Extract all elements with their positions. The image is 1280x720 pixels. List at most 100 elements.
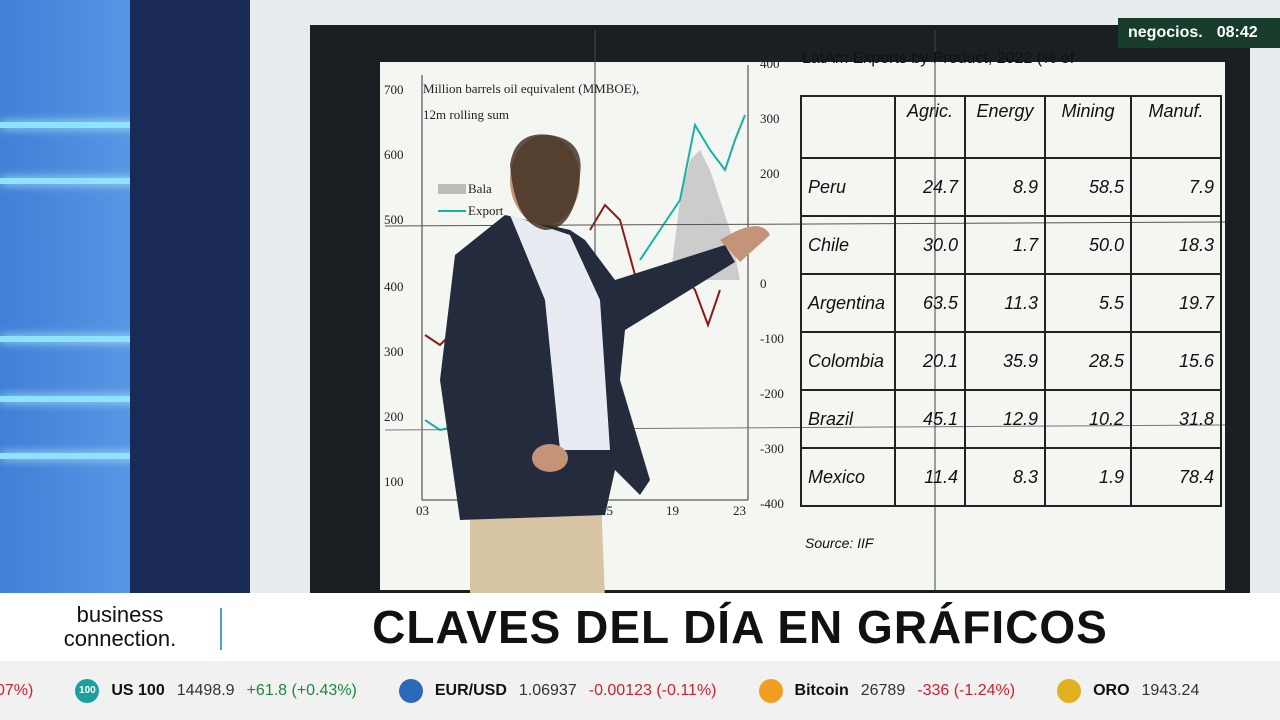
value-cell: 19.7 [1130,273,1222,333]
table-row: Peru 24.7 8.9 58.5 7.9 [800,157,1222,217]
presenter-hair [510,134,581,230]
brand: business connection. [40,603,200,651]
ticker-change: 07%) [0,681,34,699]
row-label: Brazil [800,389,896,449]
table-row: Brazil 45.1 12.9 10.2 31.8 [800,389,1222,449]
channel-badge: negocios. 08:42 [1118,18,1280,48]
value-cell: 1.7 [964,215,1046,275]
y-tick-label: 600 [384,147,404,162]
value-cell: 1.9 [1044,447,1132,507]
header-cell: Mining [1044,95,1132,159]
data-table: Agric. Energy Mining Manuf. Peru 24.7 8.9 58.5 7… [800,95,1222,507]
channel-name: negocios. [1128,24,1203,41]
value-cell: 11.3 [964,273,1046,333]
ticker-name: US 100 [111,681,165,699]
row-label: Chile [800,215,896,275]
table-title: LatAm Exports by Product, 2022 (% of [802,50,1075,67]
value-cell: 12.9 [964,389,1046,449]
table-row: Chile 30.0 1.7 50.0 18.3 [800,215,1222,275]
table-row: Mexico 11.4 8.3 1.9 78.4 [800,447,1222,507]
led-strip [0,336,160,342]
value-cell: 35.9 [964,331,1046,391]
header-cell: Manuf. [1130,95,1222,159]
value-cell: 11.4 [894,447,966,507]
y2-tick-label: -200 [760,386,784,401]
y2-tick-label: -300 [760,441,784,456]
value-cell: 8.3 [964,447,1046,507]
y2-tick-label: -100 [760,331,784,346]
value-cell: 10.2 [1044,389,1132,449]
axis-label: 12m rolling sum [423,107,509,122]
ticker-value: 1.06937 [518,681,577,699]
value-cell: 20.1 [894,331,966,391]
headline: CLAVES DEL DÍA EN GRÁFICOS [372,601,1108,653]
pillar [130,0,250,595]
ticker-name: EUR/USD [434,681,507,699]
value-cell: 5.5 [1044,273,1132,333]
value-cell: 28.5 [1044,331,1132,391]
value-cell: 31.8 [1130,389,1222,449]
value-cell: 30.0 [894,215,966,275]
ticker-name: Bitcoin [794,681,849,699]
led-strip [0,396,150,402]
ticker-icon: 100 [75,678,100,703]
value-cell: 7.9 [1130,157,1222,217]
screen-chart: Million barrels oil equivalent (MMBOE), … [384,30,1226,600]
row-label: Peru [800,157,896,217]
value-cell: 8.9 [964,157,1046,217]
value-cell: 45.1 [894,389,966,449]
legend-swatch [438,184,466,194]
ticker-value: 1943.24 [1141,681,1200,699]
ticker-name: ORO [1093,681,1130,699]
ticker-change: +61.8 (+0.43%) [246,681,357,699]
lower-third [0,593,1280,661]
y-tick-label: 200 [384,409,404,424]
ticker: 07%) 100 US 100 14498.9 +61.8 (+0.43%) E… [0,661,1280,720]
ticker-icon [1057,678,1082,703]
presenter-hand [532,444,568,472]
led-strip [0,122,180,128]
table-row: Colombia 20.1 35.9 28.5 15.6 [800,331,1222,391]
led-strip [0,178,175,184]
table-row: Argentina 63.5 11.3 5.5 19.7 [800,273,1222,333]
x-tick-label: 23 [733,503,746,518]
row-label: Mexico [800,447,896,507]
y-tick-label: 100 [384,474,404,489]
brand-line: connection. [63,626,177,651]
header-cell [800,95,896,159]
y2-tick-label: 200 [760,166,780,181]
y-tick-label: 300 [384,344,404,359]
y-tick-label: 500 [384,212,404,227]
value-cell: 58.5 [1044,157,1132,217]
y-tick-label: 400 [384,279,404,294]
value-cell: 18.3 [1130,215,1222,275]
x-tick-label: 03 [416,503,429,518]
ticker-icon [398,678,423,703]
divider [220,608,222,650]
presenter-hand [720,226,770,262]
y2-tick-label: -400 [760,496,784,511]
header-cell: Energy [964,95,1046,159]
axis-label: Million barrels oil equivalent (MMBOE), [423,81,639,96]
presenter-shirt [510,215,610,450]
value-cell: 63.5 [894,273,966,333]
ticker-value: 14498.9 [176,681,235,699]
row-label: Colombia [800,331,896,391]
y2-tick-label: 400 [760,56,780,71]
y2-tick-label: 0 [760,276,767,291]
value-cell: 50.0 [1044,215,1132,275]
led-strip [0,453,145,459]
ticker-change: -0.00123 (-0.11%) [588,681,717,699]
x-tick-label: 19 [666,503,679,518]
row-label: Argentina [800,273,896,333]
value-cell: 15.6 [1130,331,1222,391]
ticker-value: 26789 [860,681,906,699]
brand-line: business [76,602,164,627]
header-cell: Agric. [894,95,966,159]
clock: 08:42 [1216,24,1258,41]
y-tick-label: 700 [384,82,404,97]
y2-tick-label: 300 [760,111,780,126]
ticker-icon [758,678,783,703]
ticker-change: -336 (-1.24%) [917,681,1016,699]
